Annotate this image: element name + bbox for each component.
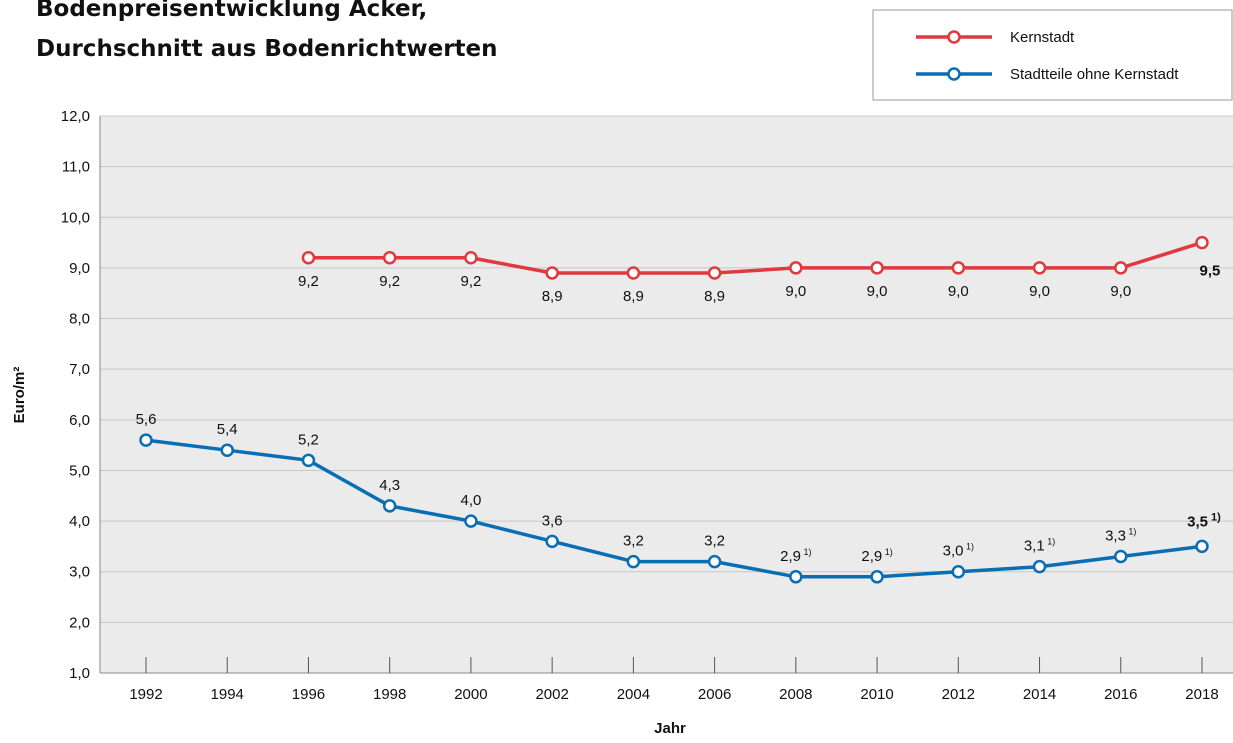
y-tick-label: 3,0: [69, 564, 90, 581]
data-label: 4,3: [379, 477, 400, 494]
data-label: 9,0: [867, 283, 888, 300]
data-label: 9,2: [298, 273, 319, 290]
data-label: 3,0 1): [943, 542, 974, 560]
point: [870, 261, 884, 275]
legend-label: Stadtteile ohne Kernstadt: [1010, 66, 1179, 83]
legend-marker: [947, 67, 961, 81]
x-tick-label: 1998: [373, 686, 406, 703]
data-label: 5,2: [298, 431, 319, 448]
x-tick-label: 2014: [1023, 686, 1056, 703]
y-tick-label: 5,0: [69, 462, 90, 479]
point: [626, 554, 641, 569]
point: [545, 266, 559, 280]
point: [707, 266, 722, 280]
x-axis-label: Jahr: [654, 720, 686, 737]
point: [1032, 559, 1047, 574]
data-label: 9,2: [460, 273, 481, 290]
data-label: 9,0: [1110, 283, 1131, 300]
point: [1114, 549, 1128, 564]
y-tick-label: 4,0: [69, 513, 90, 530]
point: [1114, 261, 1128, 275]
point: [789, 261, 803, 275]
data-label: 2,9 1): [861, 547, 892, 565]
x-tick-label: 2010: [860, 686, 893, 703]
y-tick-label: 1,0: [69, 665, 90, 682]
data-label: 3,2: [623, 533, 644, 550]
x-tick-label: 1994: [211, 686, 244, 703]
point: [707, 554, 722, 569]
x-tick-label: 2016: [1104, 686, 1137, 703]
y-tick-label: 10,0: [61, 209, 90, 226]
y-tick-label: 8,0: [69, 311, 90, 328]
legend-box: [872, 9, 1233, 101]
y-tick-label: 2,0: [69, 614, 90, 631]
data-label: 8,9: [542, 288, 563, 305]
x-tick-label: 2018: [1185, 686, 1218, 703]
data-label: 5,6: [136, 411, 157, 428]
point: [382, 499, 397, 513]
data-label: 3,1 1): [1024, 537, 1055, 555]
data-label: 9,0: [785, 283, 806, 300]
point: [1032, 261, 1047, 275]
data-label: 5,4: [217, 421, 238, 438]
point: [464, 514, 478, 528]
chart-title: Bodenpreisentwicklung Acker,: [36, 0, 427, 22]
point: [139, 433, 153, 447]
point: [626, 266, 641, 280]
x-tick-label: 1996: [292, 686, 325, 703]
series-line: [145, 438, 1203, 579]
x-tick-label: 2006: [698, 686, 731, 703]
x-tick-label: 2008: [779, 686, 812, 703]
data-label: 9,2: [379, 273, 400, 290]
point: [301, 251, 316, 265]
legend-label: Kernstadt: [1010, 29, 1075, 46]
point: [951, 261, 966, 275]
data-label: 3,2: [704, 533, 725, 550]
point: [951, 564, 966, 579]
y-tick-label: 9,0: [69, 260, 90, 277]
y-tick-label: 7,0: [69, 361, 90, 378]
point: [870, 570, 884, 584]
data-label: 2,9 1): [780, 547, 811, 565]
plot-area: [100, 116, 1233, 673]
point: [789, 570, 803, 584]
point: [382, 251, 397, 265]
point: [1195, 539, 1209, 554]
series-line: [308, 240, 1203, 275]
legend-marker: [947, 30, 961, 44]
x-tick-label: 2012: [942, 686, 975, 703]
x-tick-label: 2000: [454, 686, 487, 703]
data-label: 9,5: [1200, 263, 1221, 280]
data-label: 3,5 1): [1187, 511, 1221, 530]
point: [220, 443, 234, 457]
data-label: 3,3 1): [1105, 527, 1136, 545]
point: [301, 453, 316, 468]
data-label: 4,0: [460, 492, 481, 509]
point: [1195, 235, 1209, 250]
x-tick-label: 1992: [129, 686, 162, 703]
y-tick-label: 12,0: [61, 108, 90, 125]
data-label: 3,6: [542, 512, 563, 529]
point: [545, 534, 559, 549]
x-tick-label: 2002: [535, 686, 568, 703]
data-label: 9,0: [948, 283, 969, 300]
data-label: 8,9: [704, 288, 725, 305]
y-tick-label: 11,0: [62, 159, 90, 176]
point: [464, 251, 478, 265]
x-tick-label: 2004: [617, 686, 650, 703]
data-label: 8,9: [623, 288, 644, 305]
y-axis-label: Euro/m²: [11, 367, 28, 424]
chart-title: Durchschnitt aus Bodenrichtwerten: [36, 36, 498, 62]
y-tick-label: 6,0: [69, 412, 90, 429]
data-label: 9,0: [1029, 283, 1050, 300]
